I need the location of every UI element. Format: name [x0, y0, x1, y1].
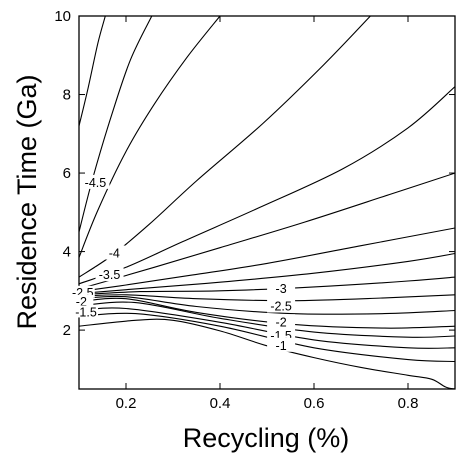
- y-tick-label: 2: [63, 322, 71, 339]
- contour-labels: -4.5-4-3.5-3-2.5-2-1.5-1-2.5-2-1.5: [69, 174, 296, 353]
- y-tick-label: 8: [63, 87, 71, 104]
- axis-ticks: [79, 15, 455, 389]
- contour-label: -4: [109, 247, 120, 261]
- contour-label: -2: [76, 295, 87, 309]
- y-tick-label: 4: [63, 244, 71, 261]
- plot-frame: [78, 15, 456, 390]
- contour-label: -3.5: [99, 268, 121, 282]
- contour-line: [79, 252, 455, 295]
- contour-label-backdrop: [74, 305, 99, 318]
- y-tick-label: 10: [54, 8, 71, 25]
- contour-line: [79, 294, 455, 302]
- contour-line: [79, 295, 455, 315]
- x-tick-label: 0.4: [210, 395, 231, 412]
- contour-label: -4.5: [85, 176, 107, 190]
- axis-tick-labels: 0.2 0.4 0.6 0.8 2 4 6 8 10: [54, 8, 418, 412]
- contour-label: -3: [276, 282, 287, 296]
- contour-line: [79, 16, 221, 258]
- x-tick-label: 0.2: [116, 395, 137, 412]
- contour-lines: [79, 16, 455, 389]
- y-axis-title: Residence Time (Ga): [12, 74, 42, 329]
- contour-line: [79, 16, 153, 233]
- contour-label: -2.5: [270, 300, 292, 314]
- contour-line: [79, 227, 455, 293]
- contour-label-backdrop: [100, 245, 129, 260]
- contour-line: [79, 318, 455, 389]
- contour-label-backdrop: [70, 285, 95, 298]
- contour-label-backdrop: [81, 174, 110, 189]
- contour-label: -1.5: [75, 305, 97, 319]
- contour-line: [79, 312, 455, 363]
- y-tick-label: 6: [63, 165, 71, 182]
- contour-label-backdrop: [267, 337, 296, 352]
- contour-line: [79, 301, 455, 338]
- contour-line: [79, 16, 106, 127]
- contour-line: [79, 172, 455, 290]
- contour-label: -1: [276, 339, 287, 353]
- contour-line: [79, 16, 371, 278]
- contour-line: [79, 307, 455, 349]
- contour-label-backdrop: [267, 314, 296, 329]
- contour-label-backdrop: [95, 267, 124, 282]
- contour-label-backdrop: [267, 280, 296, 295]
- contour-line: [79, 297, 455, 329]
- contour-label-backdrop: [69, 294, 94, 307]
- x-tick-label: 0.8: [398, 395, 419, 412]
- contour-label: -2: [276, 315, 287, 329]
- contour-label-backdrop: [267, 298, 296, 313]
- contour-line: [79, 86, 455, 285]
- x-tick-label: 0.6: [304, 395, 325, 412]
- x-axis-title: Recycling (%): [183, 423, 350, 453]
- contour-line: [79, 276, 455, 296]
